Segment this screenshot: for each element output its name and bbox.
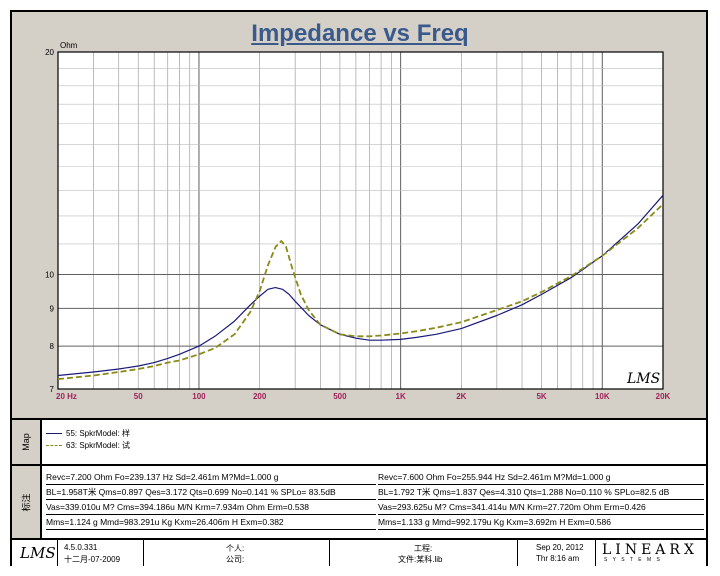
y-axis-label: Ohm (60, 41, 78, 50)
legend-item-series-1: 55: SpkrModel: 样 (46, 428, 130, 439)
param-line: BL=1.792 T米 Qms=1.837 Qes=4.310 Qts=1.28… (378, 485, 704, 500)
x-tick-label: 200 (253, 392, 267, 401)
legend-label-series-2: 63: SpkrModel: 试 (66, 441, 131, 450)
y-tick-label: 20 (45, 48, 54, 57)
lms-logo: LMS (20, 544, 56, 562)
param-line: BL=1.958T米 Qms=0.897 Qes=3.172 Qts=0.699… (46, 485, 376, 500)
x-tick-label: 20K (656, 392, 671, 401)
legend-swatch-dashed (46, 445, 62, 446)
footer-project-cell: 工程: 文件:某科.lib (330, 540, 518, 566)
legend-item-series-2: 63: SpkrModel: 试 (46, 440, 130, 451)
param-line: Revc=7.200 Ohm Fo=239.137 Hz Sd=2.461m M… (46, 470, 376, 485)
series-line-2 (57, 203, 664, 380)
x-tick-label: 5K (536, 392, 546, 401)
params-right: Revc=7.600 Ohm Fo=255.944 Hz Sd=2.461m M… (378, 470, 704, 530)
x-tick-label: 500 (333, 392, 347, 401)
legend-panel: Map 55: SpkrModel: 样 63: SpkrModel: 试 (12, 418, 706, 464)
parameters-panel: 标注 Revc=7.200 Ohm Fo=239.137 Hz Sd=2.461… (12, 464, 706, 538)
param-line: Mms=1.124 g Mmd=983.291u Kg Kxm=26.406m … (46, 515, 376, 530)
y-tick-label: 9 (50, 304, 55, 313)
x-tick-label: 50 (134, 392, 143, 401)
param-line: Revc=7.600 Ohm Fo=255.944 Hz Sd=2.461m M… (378, 470, 704, 485)
project-label: 工程: (414, 544, 433, 553)
params-left: Revc=7.200 Ohm Fo=239.137 Hz Sd=2.461m M… (46, 470, 376, 530)
legend-swatch-solid (46, 433, 62, 434)
params-tab[interactable]: 标注 (12, 466, 42, 538)
y-tick-label: 7 (50, 385, 55, 394)
x-tick-label: 10K (595, 392, 610, 401)
chart-title: Impedance vs Freq (251, 20, 469, 47)
lms-watermark: LMS (626, 371, 660, 387)
series-line-1 (57, 194, 664, 377)
footer-brand-cell: LINEARX S Y S T E M S (596, 540, 706, 566)
version-text: 4.5.0.331 (64, 543, 98, 552)
x-tick-label: 2K (456, 392, 466, 401)
file-label: 文件:某科.lib (398, 555, 443, 564)
legend-label-series-1: 55: SpkrModel: 样 (66, 429, 131, 438)
x-tick-label: 1K (396, 392, 406, 401)
footer-date-cell: Sep 20, 2012 Thr 8:16 am (518, 540, 596, 566)
plot-area (58, 52, 663, 389)
x-tick-label: 100 (192, 392, 206, 401)
linearx-logo: LINEARX (602, 542, 698, 558)
footer-user-cell: 个人: 公司: (144, 540, 330, 566)
footer-bar: LMS 4.5.0.331 十二月-07-2009 个人: 公司: 工程: 文件… (12, 538, 706, 566)
footer-logo-cell: LMS (12, 540, 58, 566)
version-date: 十二月-07-2009 (64, 555, 121, 564)
x-tick-label: 20 Hz (56, 392, 77, 401)
linearx-sub: S Y S T E M S (604, 557, 662, 563)
person-label: 个人: (226, 544, 245, 553)
legend-tab[interactable]: Map (12, 420, 42, 464)
company-label: 公司: (226, 555, 245, 564)
y-tick-label: 10 (45, 271, 54, 280)
y-tick-label: 8 (50, 342, 55, 351)
param-line: Mms=1.133 g Mmd=992.179u Kg Kxm=3.692m H… (378, 515, 704, 530)
param-line: Vas=293.625u M? Cms=341.414u M/N Krm=27.… (378, 500, 704, 515)
print-time: Thr 8:16 am (536, 554, 580, 563)
print-date: Sep 20, 2012 (536, 543, 584, 552)
param-line: Vas=339.010u M? Cms=394.186u M/N Krm=7.9… (46, 500, 376, 515)
footer-version-cell: 4.5.0.331 十二月-07-2009 (58, 540, 144, 566)
impedance-chart: 7 8 9 10 20 Ohm 20 Hz 50 100 200 500 1K 2K 5K 10K 20K LM… (45, 41, 671, 401)
plot-border (57, 51, 664, 390)
